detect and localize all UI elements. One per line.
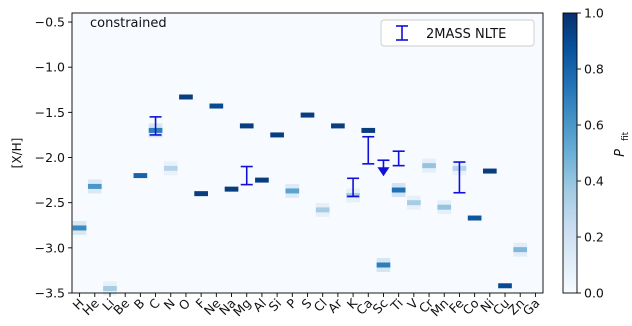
x-tick-label: O (176, 295, 194, 313)
y-tick-label: −3.5 (35, 286, 65, 301)
heat-cell-ni (482, 168, 497, 174)
heat-cell-na (224, 186, 239, 192)
colorbar-tick-label: 0.6 (584, 118, 604, 133)
colorbar (562, 12, 578, 294)
x-tick-label: Sc (370, 295, 391, 316)
heat-cell-s (300, 112, 315, 118)
upper-limit-arrow (377, 167, 390, 177)
legend-box (380, 19, 535, 47)
x-tick-label: He (79, 295, 102, 318)
legend-errorbar-icon (396, 25, 408, 41)
y-axis: −0.5 −1.0 −1.5 −2.0 −2.5 −3.0 −3.5 (35, 15, 72, 301)
heat-cell-mn (437, 204, 452, 210)
heat-cell-al (255, 177, 269, 183)
upper-limit-sc (377, 159, 390, 177)
heat-cell-he (87, 183, 102, 189)
y-tick-label: −2.0 (35, 150, 65, 165)
heat-cell-li (103, 285, 117, 291)
colorbar-label-main: P (613, 149, 628, 157)
colorbar-tick-label: 1.0 (584, 6, 604, 21)
heat-cell-o (179, 94, 193, 100)
annotation-label: constrained (90, 16, 167, 31)
errorbar-k (347, 177, 360, 198)
x-tick-label: Si (266, 296, 285, 315)
x-tick-label: Ga (520, 296, 543, 319)
errorbar-fe (453, 161, 466, 194)
heat-cell-sc (376, 262, 391, 268)
heat-cell-ar (331, 123, 345, 129)
heat-cell-mg (239, 123, 254, 129)
x-tick-label: Be (110, 295, 132, 317)
y-axis-label: [X/H] (10, 138, 24, 169)
heat-cell-cr (422, 163, 436, 169)
heat-cell-ca (361, 127, 376, 133)
heat-cell-si (270, 132, 284, 138)
errorbar-c (149, 116, 162, 136)
heat-cell-h (72, 225, 87, 231)
heat-cell-b (133, 173, 148, 179)
colorbar-tick-label: 0.2 (584, 230, 604, 245)
colorbar-tick-label: 0.0 (584, 286, 604, 301)
colorbar-ticks: 0.0 0.2 0.4 0.6 0.8 1.0 (577, 6, 604, 301)
legend-label: 2MASS NLTE (426, 27, 506, 42)
errorbar-mg (240, 165, 253, 186)
y-tick-label: −0.5 (35, 15, 65, 30)
heat-cell-v (407, 200, 421, 206)
colorbar-label-subscript: fit (621, 131, 631, 141)
heat-cell-zn (513, 247, 528, 253)
y-tick-label: −1.5 (35, 105, 65, 120)
x-tick-label: Ar (325, 295, 346, 316)
heat-cell-ti (391, 187, 406, 193)
errorbar-ti (392, 150, 405, 167)
heat-cell-cl (315, 207, 330, 213)
x-tick-label: P (283, 295, 299, 311)
heat-cell-cu (498, 283, 512, 289)
heat-cell-p (285, 188, 300, 194)
heat-cell-co (467, 215, 482, 221)
upper-limits (377, 159, 390, 177)
colorbar-label: P fit (613, 131, 631, 157)
legend: 2MASS NLTE (380, 19, 535, 47)
x-tick-label: Mg (230, 296, 254, 320)
y-tick-label: −1.0 (35, 60, 65, 75)
x-tick-label: N (161, 296, 178, 313)
plot-area (72, 13, 543, 293)
colorbar-tick-label: 0.8 (584, 62, 604, 77)
x-tick-label: C (146, 295, 163, 312)
heat-cell-n (163, 165, 178, 171)
colorbar-tick-label: 0.4 (584, 174, 604, 189)
heat-cell-ne (209, 103, 224, 109)
y-tick-label: −2.5 (35, 195, 65, 210)
errorbar-ca (362, 135, 375, 165)
x-tick-label: B (131, 296, 148, 313)
x-tick-label: Ti (387, 296, 406, 315)
errorbars (149, 116, 466, 198)
y-tick-label: −3.0 (35, 240, 65, 255)
heat-cell-f (194, 191, 208, 197)
